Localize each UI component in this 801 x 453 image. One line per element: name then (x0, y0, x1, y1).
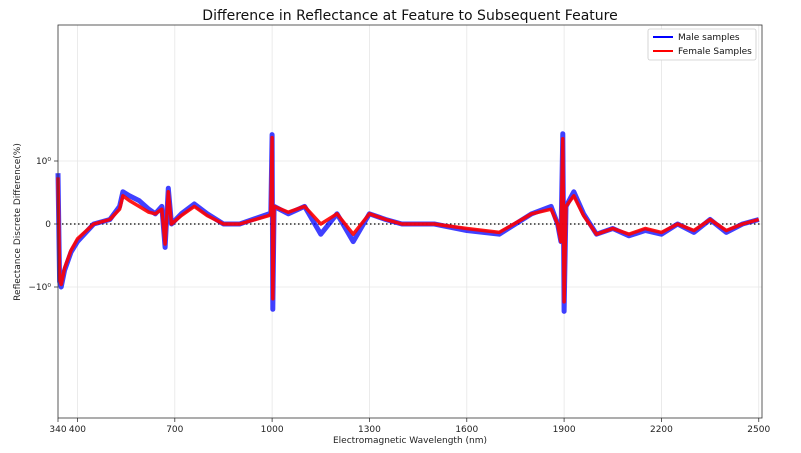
x-axis-ticks: 340 400 700 1000 1300 1600 1900 2200 2500 (49, 418, 770, 435)
x-tick-label-1600: 1600 (455, 425, 478, 435)
series-layer (55, 131, 760, 314)
x-tick-label-1900: 1900 (553, 425, 576, 435)
y-tick-label-1: 0 (45, 220, 51, 230)
x-tick-label-2200: 2200 (650, 425, 673, 435)
legend: Male samples Female Samples (647, 28, 757, 61)
chart-title: Difference in Reflectance at Feature to … (202, 8, 617, 24)
series-line-female (56, 135, 760, 304)
y-axis-ticks: 10⁰ 0 −10⁰ (28, 157, 58, 293)
x-axis-title: Electromagnetic Wavelength (nm) (333, 436, 487, 446)
x-tick-label-340: 340 (49, 425, 66, 435)
x-tick-label-1300: 1300 (358, 425, 381, 435)
legend-box (647, 28, 757, 61)
plot-frame (57, 24, 763, 419)
y-tick-label-2: −10⁰ (28, 283, 51, 293)
x-tick-label-2500: 2500 (747, 425, 770, 435)
legend-label-male: Male samples (678, 33, 740, 43)
x-tick-label-700: 700 (166, 425, 183, 435)
x-tick-label-400: 400 (69, 425, 86, 435)
x-tick-label-1000: 1000 (261, 425, 284, 435)
y-tick-label-0: 10⁰ (36, 157, 51, 167)
legend-label-female: Female Samples (678, 47, 752, 57)
y-axis-title: Reflectance Discrete Difference(%) (13, 143, 23, 301)
